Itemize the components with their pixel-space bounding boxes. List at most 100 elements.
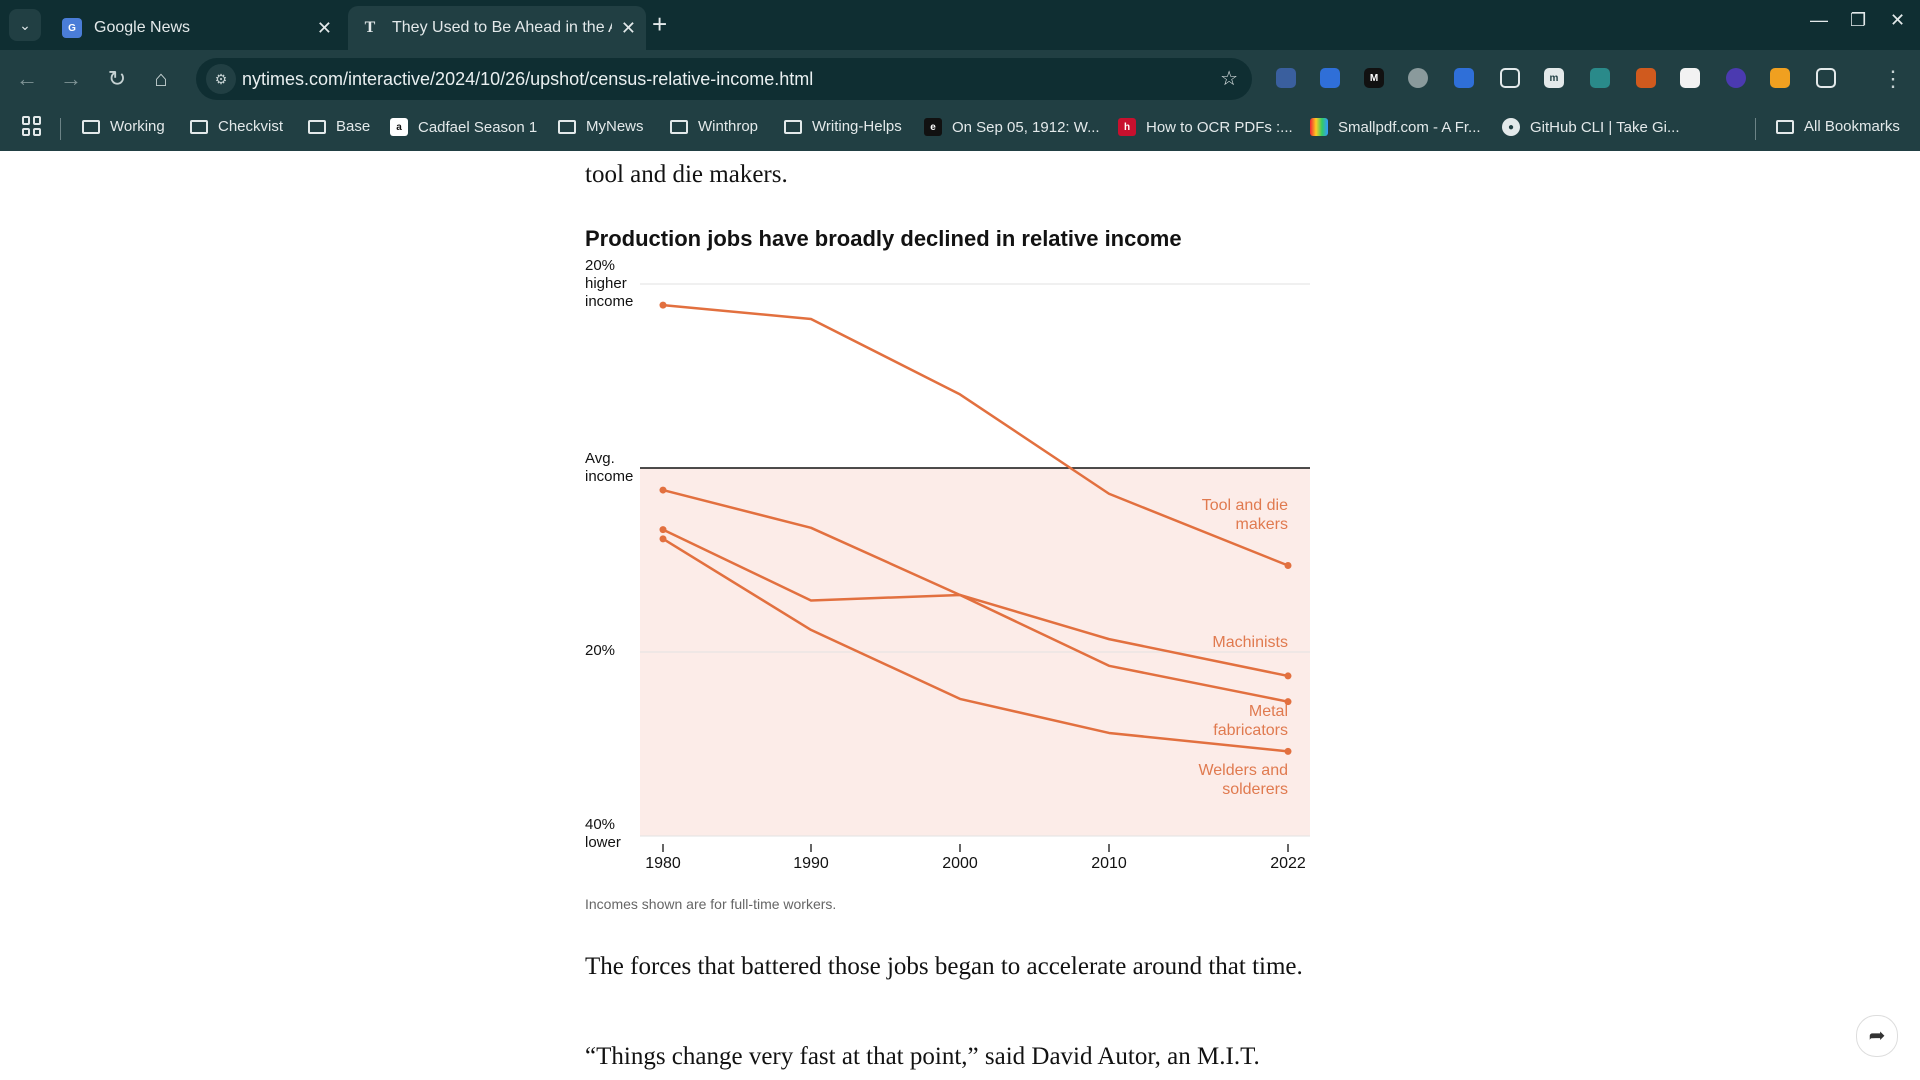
series-end-point bbox=[1284, 672, 1292, 680]
nyt-icon: T bbox=[364, 19, 376, 36]
bookmark-item[interactable]: Winthrop bbox=[670, 118, 758, 135]
close-tab-icon[interactable]: ✕ bbox=[620, 17, 636, 38]
share-icon[interactable]: ➦ bbox=[1856, 1015, 1898, 1057]
series-start-point bbox=[659, 535, 667, 543]
bookmark-item[interactable]: ● GitHub CLI | Take Gi... bbox=[1502, 118, 1680, 136]
extension-icon[interactable] bbox=[1726, 68, 1746, 88]
bookmark-label: Winthrop bbox=[698, 118, 759, 135]
tab-strip: ⌄ G Google News ✕ T They Used to Be Ahea… bbox=[0, 0, 1920, 50]
y-tick-label: 20% higher income bbox=[585, 257, 634, 310]
bookmark-label: Checkvist bbox=[218, 118, 284, 135]
divider bbox=[60, 118, 61, 140]
bookmark-item[interactable]: Working bbox=[82, 118, 165, 135]
bookmark-item[interactable]: a Cadfael Season 1 bbox=[390, 118, 537, 136]
article-paragraph: The forces that battered those jobs bega… bbox=[585, 953, 1303, 980]
x-tick-label: 2022 bbox=[1270, 855, 1306, 872]
bookmark-item[interactable]: Checkvist bbox=[190, 118, 283, 135]
folder-icon bbox=[308, 119, 326, 134]
bookmark-item[interactable]: MyNews bbox=[558, 118, 644, 135]
chart-note: Incomes shown are for full-time workers. bbox=[585, 896, 837, 912]
bookmark-star-icon[interactable]: ☆ bbox=[1220, 68, 1238, 90]
bookmark-label: GitHub CLI | Take Gi... bbox=[1530, 118, 1680, 136]
site-icon: h bbox=[1118, 118, 1136, 136]
bookmark-label: MyNews bbox=[586, 118, 644, 135]
folder-icon bbox=[784, 119, 802, 134]
minimize-icon[interactable]: — bbox=[1810, 10, 1828, 30]
extension-icon[interactable] bbox=[1636, 68, 1656, 88]
back-icon[interactable]: ← bbox=[16, 66, 38, 91]
image-extension-icon[interactable] bbox=[1500, 68, 1520, 88]
bookmark-item[interactable]: Base bbox=[308, 118, 370, 135]
close-window-icon[interactable]: ✕ bbox=[1890, 10, 1906, 30]
extension-icon[interactable] bbox=[1590, 68, 1610, 88]
extension-icon[interactable] bbox=[1454, 68, 1474, 88]
series-end-point bbox=[1284, 562, 1292, 570]
bookmark-label: How to OCR PDFs :... bbox=[1146, 118, 1293, 136]
forward-icon[interactable]: → bbox=[60, 66, 82, 91]
x-tick-label: 1990 bbox=[793, 855, 829, 872]
article-paragraph: “Things change very fast at that point,”… bbox=[585, 1043, 1260, 1070]
github-icon: ● bbox=[1502, 118, 1520, 136]
series-label-tool-die: Tool and die makers bbox=[1201, 497, 1288, 533]
article-paragraph: tool and die makers. bbox=[585, 161, 788, 188]
amazon-icon: a bbox=[390, 118, 408, 136]
bookmark-label: On Sep 05, 1912: W... bbox=[952, 118, 1100, 136]
folder-icon bbox=[670, 119, 688, 134]
bookmark-item[interactable]: e On Sep 05, 1912: W... bbox=[924, 118, 1100, 136]
close-tab-icon[interactable]: ✕ bbox=[316, 17, 332, 38]
y-tick-label: 40% lower bbox=[585, 816, 621, 851]
bookmark-item[interactable]: Smallpdf.com - A Fr... bbox=[1310, 118, 1481, 136]
home-icon[interactable]: ⌂ bbox=[154, 66, 168, 91]
browser-toolbar: ← → ↻ ⌂ ⚙ nytimes.com/interactive/2024/1… bbox=[0, 50, 1920, 108]
folder-icon bbox=[82, 119, 100, 134]
bookmark-label: All Bookmarks bbox=[1804, 118, 1900, 135]
reload-icon[interactable]: ↻ bbox=[107, 66, 127, 91]
x-tick-label: 2010 bbox=[1091, 855, 1127, 872]
extension-icon[interactable]: m bbox=[1544, 68, 1564, 88]
bookmarks-bar bbox=[0, 108, 1920, 151]
bookmark-item[interactable]: h How to OCR PDFs :... bbox=[1118, 118, 1293, 136]
site-icon: e bbox=[924, 118, 942, 136]
divider bbox=[1755, 118, 1756, 140]
new-tab-button[interactable]: + bbox=[652, 9, 668, 39]
y-tick-label: Avg. income bbox=[585, 450, 634, 485]
apps-icon[interactable] bbox=[22, 116, 42, 136]
x-tick-label: 1980 bbox=[645, 855, 681, 872]
address-bar[interactable]: ⚙ nytimes.com/interactive/2024/10/26/ups… bbox=[196, 58, 1252, 100]
bookmark-label: Smallpdf.com - A Fr... bbox=[1338, 118, 1481, 136]
folder-icon bbox=[1776, 119, 1794, 134]
tab-title: They Used to Be Ahead in the A bbox=[392, 19, 612, 36]
series-end-point bbox=[1284, 747, 1292, 755]
tab-search-icon[interactable]: ⌄ bbox=[9, 9, 41, 41]
extensions-puzzle-icon[interactable] bbox=[1816, 68, 1836, 88]
markdown-extension-icon[interactable]: M bbox=[1364, 68, 1384, 88]
google-news-icon: G bbox=[62, 18, 82, 38]
series-start-point bbox=[659, 526, 667, 534]
x-tick-label: 2000 bbox=[942, 855, 978, 872]
series-start-point bbox=[659, 486, 667, 494]
series-label-metal-fabricators: Metal fabricators bbox=[1213, 703, 1288, 739]
series-end-point bbox=[1284, 698, 1292, 706]
tab-google-news[interactable]: G Google News ✕ bbox=[58, 6, 342, 50]
extension-icon[interactable] bbox=[1320, 68, 1340, 88]
extension-icon[interactable] bbox=[1408, 68, 1428, 88]
bookmark-item[interactable]: Writing-Helps bbox=[784, 118, 902, 135]
folder-icon bbox=[558, 119, 576, 134]
series-label-welders: Welders and solderers bbox=[1198, 762, 1288, 798]
tab-nyt-article[interactable]: T They Used to Be Ahead in the A ✕ bbox=[348, 6, 646, 50]
bookmark-label: Cadfael Season 1 bbox=[418, 118, 538, 136]
smallpdf-icon bbox=[1310, 118, 1328, 136]
menu-icon[interactable]: ⋮ bbox=[1882, 66, 1904, 91]
site-info-icon[interactable]: ⚙ bbox=[206, 64, 236, 94]
all-bookmarks[interactable]: All Bookmarks bbox=[1776, 118, 1900, 135]
extension-icon[interactable] bbox=[1770, 68, 1790, 88]
url-text[interactable]: nytimes.com/interactive/2024/10/26/upsho… bbox=[242, 69, 814, 89]
folder-icon bbox=[190, 119, 208, 134]
series-start-point bbox=[659, 301, 667, 309]
extension-icon[interactable] bbox=[1276, 68, 1296, 88]
extension-icon[interactable] bbox=[1680, 68, 1700, 88]
restore-icon[interactable]: ❐ bbox=[1850, 10, 1867, 30]
series-line bbox=[662, 303, 1289, 567]
tab-title: Google News bbox=[94, 19, 191, 36]
